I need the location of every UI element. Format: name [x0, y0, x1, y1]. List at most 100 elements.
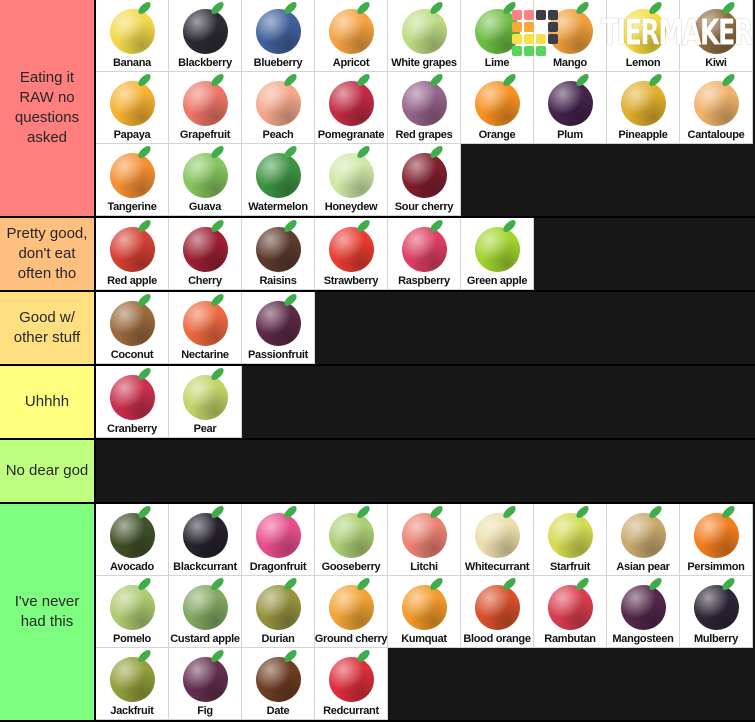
fruit-cell[interactable]: Blueberry	[242, 0, 315, 72]
fruit-cell[interactable]: Plum	[534, 72, 607, 144]
fruit-icon	[109, 657, 155, 702]
fruit-cell[interactable]: Blood orange	[461, 576, 534, 648]
fruit-cell[interactable]: Fig	[169, 648, 242, 720]
fruit-cell[interactable]: Tangerine	[96, 144, 169, 216]
logo-grid-square	[536, 10, 547, 20]
fruit-cell[interactable]: Green apple	[461, 218, 534, 290]
fruit-label: Kumquat	[401, 633, 447, 645]
fruit-cell[interactable]: Starfruit	[534, 504, 607, 576]
tier-label: No dear god	[0, 440, 96, 502]
logo-grid-square	[548, 34, 559, 44]
fruit-cell[interactable]: Pomegranate	[315, 72, 388, 144]
fruit-label: Pomegranate	[317, 129, 385, 141]
fruit-cell[interactable]: Persimmon	[680, 504, 753, 576]
fruit-cell[interactable]: Durian	[242, 576, 315, 648]
fruit-cell[interactable]: Banana	[96, 0, 169, 72]
fruit-cell[interactable]: Avocado	[96, 504, 169, 576]
fruit-cell[interactable]: Orange	[461, 72, 534, 144]
fruit-cell[interactable]: Cherry	[169, 218, 242, 290]
tiermaker-logo-icon	[512, 10, 559, 56]
fruit-cell[interactable]: Raisins	[242, 218, 315, 290]
tier-label: Eating it RAW no questions asked	[0, 0, 96, 216]
fruit-icon	[109, 513, 155, 558]
fruit-cell[interactable]: Cranberry	[96, 366, 169, 438]
fruit-cell[interactable]: Guava	[169, 144, 242, 216]
logo-grid-square	[548, 10, 559, 20]
fruit-icon	[109, 301, 155, 346]
fruit-icon	[401, 227, 447, 272]
logo-grid-square	[536, 22, 546, 32]
logo-grid-row	[512, 10, 559, 20]
fruit-cell[interactable]: Passionfruit	[242, 292, 315, 364]
fruit-label: Plum	[557, 129, 583, 141]
fruit-cell[interactable]: Grapefruit	[169, 72, 242, 144]
fruit-cell[interactable]: Red grapes	[388, 72, 461, 144]
fruit-cell[interactable]: Red apple	[96, 218, 169, 290]
fruit-label: Blueberry	[253, 57, 303, 69]
logo-grid-square	[512, 10, 523, 20]
fruit-label: Blackcurrant	[173, 561, 237, 573]
tier-row: Good w/ other stuff Coconut Nectarine Pa…	[0, 292, 755, 366]
fruit-cell[interactable]: Raspberry	[388, 218, 461, 290]
fruit-cell[interactable]: Pomelo	[96, 576, 169, 648]
fruit-cell[interactable]: Apricot	[315, 0, 388, 72]
fruit-cell[interactable]: Honeydew	[315, 144, 388, 216]
fruit-cell[interactable]: Cantaloupe	[680, 72, 753, 144]
fruit-cell[interactable]: Pear	[169, 366, 242, 438]
fruit-cell[interactable]: Date	[242, 648, 315, 720]
fruit-cell[interactable]: Sour cherry	[388, 144, 461, 216]
fruit-cell[interactable]: Rambutan	[534, 576, 607, 648]
fruit-cell[interactable]: Blackberry	[169, 0, 242, 72]
fruit-icon	[693, 513, 739, 558]
fruit-cell[interactable]: Mangosteen	[607, 576, 680, 648]
fruit-cell[interactable]: Mulberry	[680, 576, 753, 648]
fruit-cell[interactable]: Lime	[461, 0, 534, 72]
fruit-cell[interactable]: Asian pear	[607, 504, 680, 576]
fruit-icon	[328, 657, 374, 702]
fruit-cell[interactable]: Jackfruit	[96, 648, 169, 720]
logo-grid-square	[524, 10, 535, 20]
fruit-label: Red apple	[107, 275, 157, 287]
fruit-icon	[620, 81, 666, 126]
logo-grid-square	[524, 22, 535, 32]
fruit-cell[interactable]: Papaya	[96, 72, 169, 144]
fruit-cell[interactable]: Lemon	[607, 0, 680, 72]
fruit-icon	[255, 153, 301, 198]
fruit-icon	[109, 153, 155, 198]
fruit-cell[interactable]: Strawberry	[315, 218, 388, 290]
fruit-cell[interactable]: Pineapple	[607, 72, 680, 144]
fruit-cell[interactable]: Redcurrant	[315, 648, 388, 720]
fruit-icon	[328, 9, 374, 54]
fruit-icon	[109, 585, 155, 630]
fruit-label: Mulberry	[693, 633, 739, 645]
fruit-cell[interactable]: Blackcurrant	[169, 504, 242, 576]
fruit-icon	[401, 513, 447, 558]
fruit-cell[interactable]: Custard apple	[169, 576, 242, 648]
fruit-icon	[401, 153, 447, 198]
fruit-cell[interactable]: White grapes	[388, 0, 461, 72]
fruit-label: Nectarine	[181, 349, 229, 361]
fruit-cell[interactable]: Litchi	[388, 504, 461, 576]
fruit-cell[interactable]: Watermelon	[242, 144, 315, 216]
fruit-icon	[109, 375, 155, 420]
fruit-cell[interactable]: Nectarine	[169, 292, 242, 364]
fruit-icon	[693, 9, 739, 54]
fruit-cell[interactable]: Peach	[242, 72, 315, 144]
fruit-cell[interactable]: Kiwi	[680, 0, 753, 72]
fruit-label: Cherry	[188, 275, 222, 287]
fruit-cell[interactable]: Coconut	[96, 292, 169, 364]
fruit-cell[interactable]: Whitecurrant	[461, 504, 534, 576]
fruit-icon	[401, 585, 447, 630]
fruit-label: Gooseberry	[321, 561, 381, 573]
fruit-label: Ground cherry	[314, 633, 388, 645]
fruit-icon	[182, 585, 228, 630]
fruit-icon	[620, 9, 666, 54]
fruit-label: Pear	[193, 423, 217, 435]
fruit-label: Persimmon	[687, 561, 745, 573]
fruit-label: Passionfruit	[248, 349, 308, 361]
fruit-cell[interactable]: Dragonfruit	[242, 504, 315, 576]
fruit-cell[interactable]: Ground cherry	[315, 576, 388, 648]
fruit-cell[interactable]: Gooseberry	[315, 504, 388, 576]
fruit-cell[interactable]: Kumquat	[388, 576, 461, 648]
